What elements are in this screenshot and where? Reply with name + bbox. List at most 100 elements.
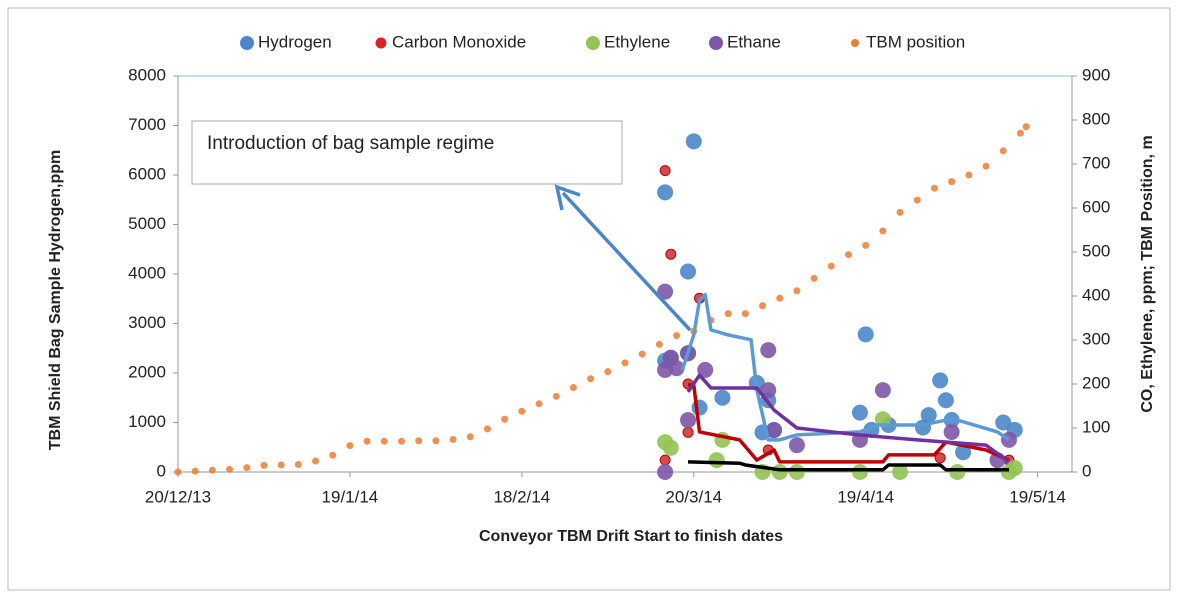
point <box>920 407 937 424</box>
point <box>937 392 954 409</box>
point <box>662 439 679 456</box>
y-tick-label: 4000 <box>128 263 166 282</box>
legend-marker <box>851 39 859 47</box>
point <box>851 464 868 480</box>
point <box>913 196 921 204</box>
y-tick-label: 5000 <box>128 214 166 233</box>
point <box>874 382 891 399</box>
point <box>879 227 887 235</box>
point <box>788 437 805 454</box>
point <box>398 437 405 445</box>
point <box>766 422 782 439</box>
trend-line <box>686 373 1010 464</box>
point <box>1022 123 1030 131</box>
y2-tick-label: 400 <box>1082 285 1110 304</box>
point <box>851 404 868 421</box>
point <box>896 208 904 216</box>
point <box>312 457 320 465</box>
x-tick-label: 20/3/14 <box>665 487 722 506</box>
legend-label: Hydrogen <box>258 32 332 51</box>
y-tick-label: 1000 <box>128 412 166 431</box>
point <box>604 368 612 376</box>
point <box>874 411 891 428</box>
point <box>714 389 731 406</box>
point <box>208 466 216 474</box>
point <box>518 407 526 415</box>
point <box>668 360 685 377</box>
x-tick-label: 19/1/14 <box>322 487 379 506</box>
point <box>277 461 285 469</box>
legend-label: Carbon Monoxide <box>392 32 526 51</box>
y2-tick-label: 800 <box>1082 109 1110 128</box>
legend-label: TBM position <box>866 32 965 51</box>
point <box>569 384 577 392</box>
point <box>673 332 681 340</box>
point <box>657 464 674 480</box>
point <box>845 251 852 259</box>
y2-tick-label: 200 <box>1082 373 1110 392</box>
point <box>857 326 874 343</box>
y2-axis-title: CO, Ethylene, ppm; TBM Position, m <box>1139 135 1156 412</box>
point <box>380 437 388 445</box>
point <box>759 302 767 310</box>
chart-frame <box>7 7 1171 591</box>
legend-label: Ethylene <box>604 32 670 51</box>
point <box>501 415 509 423</box>
point <box>943 423 960 440</box>
point <box>724 310 732 318</box>
annotation-arrow <box>561 191 692 332</box>
x-tick-label: 19/4/14 <box>837 487 894 506</box>
point <box>432 437 440 445</box>
point <box>680 263 697 280</box>
point <box>659 165 671 177</box>
point <box>995 414 1012 431</box>
point <box>685 133 702 150</box>
y-tick-label: 2000 <box>128 362 166 381</box>
point <box>657 283 674 300</box>
y-axis-title: TBM Shield Bag Sample Hydrogen,ppm <box>47 150 64 450</box>
y2-tick-label: 100 <box>1082 417 1110 436</box>
point <box>415 437 423 445</box>
point <box>587 375 595 383</box>
point <box>982 162 990 170</box>
trend-line <box>680 293 1010 442</box>
point <box>638 350 646 358</box>
point <box>682 426 694 438</box>
point <box>932 372 949 389</box>
point <box>346 442 354 450</box>
point <box>226 465 234 473</box>
point <box>174 468 182 476</box>
y-tick-label: 7000 <box>128 115 166 134</box>
y2-tick-label: 300 <box>1082 329 1110 348</box>
x-axis-title: Conveyor TBM Drift Start to finish dates <box>479 528 783 545</box>
point <box>294 461 302 469</box>
y-tick-label: 3000 <box>128 313 166 332</box>
point <box>955 444 972 461</box>
point <box>1006 460 1023 477</box>
point <box>466 433 474 441</box>
point <box>892 464 909 480</box>
point <box>621 359 629 367</box>
legend-marker <box>240 36 254 50</box>
x-tick-label: 19/5/14 <box>1009 487 1066 506</box>
annotation-box <box>191 120 623 185</box>
point <box>680 412 697 429</box>
point <box>655 340 663 348</box>
y2-tick-label: 500 <box>1082 241 1110 260</box>
y2-tick-label: 600 <box>1082 197 1110 216</box>
x-tick-label: 20/12/13 <box>145 487 211 506</box>
y2-tick-label: 900 <box>1082 65 1110 84</box>
point <box>329 451 337 459</box>
point <box>691 399 708 416</box>
point <box>760 382 777 399</box>
point <box>708 452 725 469</box>
point <box>930 184 938 192</box>
y-tick-label: 6000 <box>128 164 166 183</box>
y-tick-label: 0 <box>157 461 166 480</box>
point <box>363 437 371 445</box>
point <box>827 262 835 270</box>
point <box>483 425 491 433</box>
point <box>810 274 818 282</box>
y-tick-label: 8000 <box>128 65 166 84</box>
